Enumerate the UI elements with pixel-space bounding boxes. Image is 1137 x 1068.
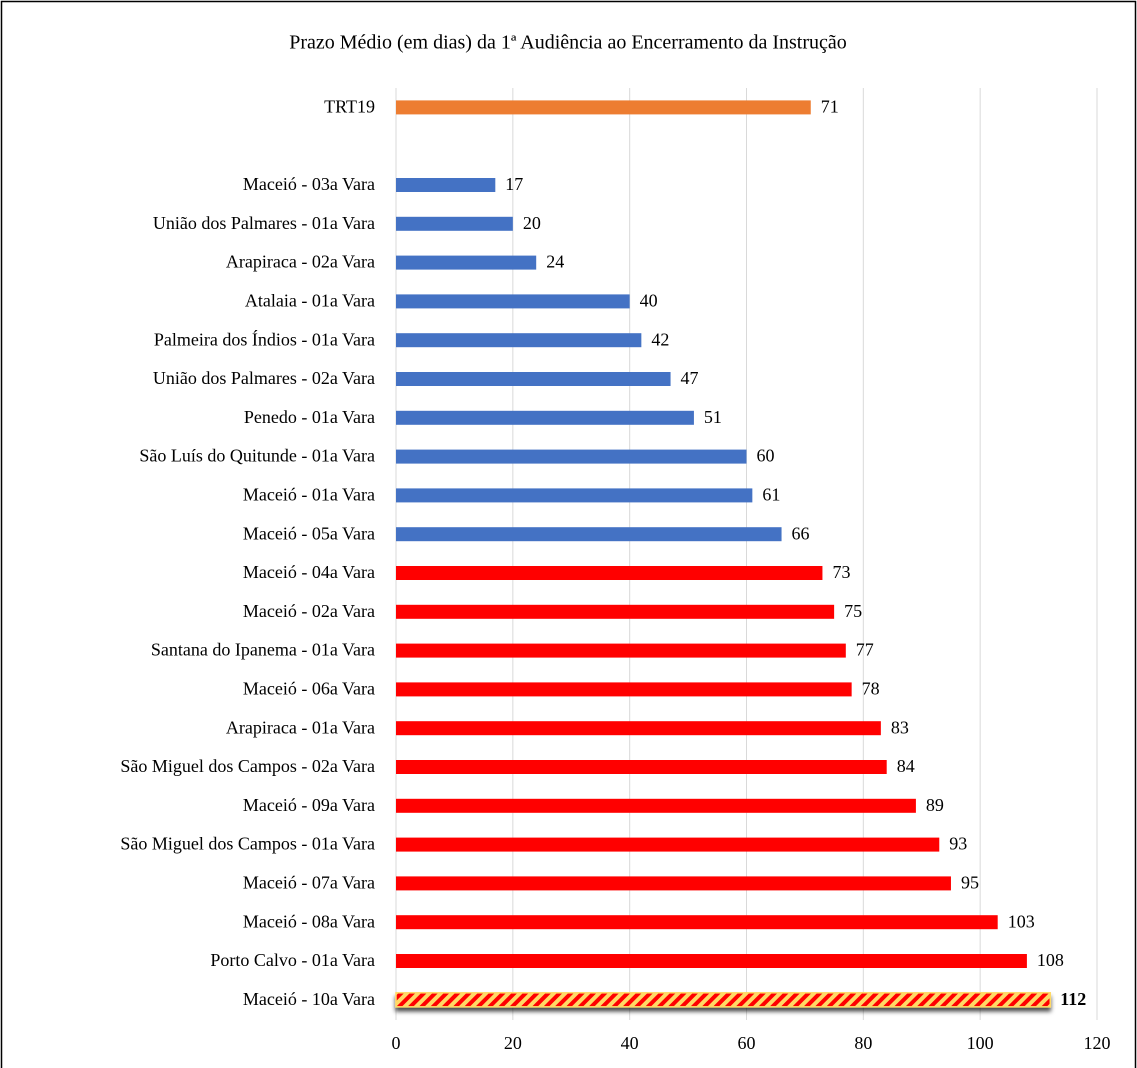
value-label: 66 [792, 523, 810, 543]
value-label: 77 [856, 640, 874, 660]
bar [396, 410, 694, 425]
bar [396, 527, 782, 542]
bar [396, 449, 747, 464]
y-tick-label: Arapiraca - 02a Vara [226, 252, 375, 272]
bar [396, 604, 835, 619]
bar [396, 100, 811, 115]
bar [396, 954, 1027, 968]
y-tick-label: Porto Calvo - 01a Vara [210, 950, 375, 970]
bar [396, 760, 887, 774]
bar [396, 721, 881, 736]
value-label: 42 [651, 329, 669, 349]
value-label: 47 [681, 368, 699, 388]
value-label: 95 [961, 873, 979, 893]
value-label: 40 [640, 291, 658, 311]
bar [396, 837, 940, 852]
y-tick-label: Palmeira dos Índios - 01a Vara [154, 328, 375, 349]
value-label: 24 [546, 252, 564, 272]
value-label: 71 [821, 97, 839, 117]
bar [396, 216, 513, 231]
y-tick-label: Penedo - 01a Vara [244, 407, 375, 427]
x-tick-label: 60 [738, 1033, 756, 1053]
y-tick-label: São Luís do Quitunde - 01a Vara [139, 446, 375, 466]
value-label: 73 [832, 562, 850, 582]
value-label: 84 [897, 756, 915, 776]
value-label: 78 [862, 679, 880, 699]
bar [396, 255, 537, 270]
x-tick-label: 100 [967, 1033, 994, 1053]
bar [396, 178, 496, 192]
value-label: 103 [1008, 911, 1035, 931]
x-tick-label: 80 [854, 1033, 872, 1053]
y-tick-label: Maceió - 06a Vara [243, 679, 375, 699]
x-tick-label: 20 [504, 1033, 522, 1053]
y-tick-label: São Miguel dos Campos - 02a Vara [120, 756, 375, 776]
value-label: 61 [762, 485, 780, 505]
value-label: 108 [1037, 950, 1064, 970]
x-tick-label: 0 [392, 1033, 401, 1053]
value-label: 51 [704, 407, 722, 427]
value-label: 83 [891, 717, 909, 737]
bar [396, 915, 998, 930]
bar [396, 372, 671, 386]
y-tick-label: Maceió - 05a Vara [243, 523, 375, 543]
value-label: 112 [1060, 989, 1086, 1009]
bar [396, 333, 642, 348]
value-label: 20 [523, 213, 541, 233]
bar [396, 488, 753, 503]
y-tick-label: Maceió - 08a Vara [243, 911, 375, 931]
y-tick-label: Maceió - 03a Vara [243, 174, 375, 194]
y-tick-label: Maceió - 09a Vara [243, 795, 375, 815]
value-label: 75 [844, 601, 862, 621]
y-tick-label: Maceió - 10a Vara [243, 989, 375, 1009]
bar [396, 294, 630, 309]
bar [396, 876, 951, 891]
bar [395, 992, 1052, 1008]
bar [396, 566, 823, 580]
y-tick-label: Atalaia - 01a Vara [245, 291, 375, 311]
bar [396, 682, 852, 697]
chart-title: Prazo Médio (em dias) da 1ª Audiência ao… [289, 32, 847, 54]
value-label: 17 [505, 174, 523, 194]
y-tick-label: São Miguel dos Campos - 01a Vara [120, 834, 375, 854]
y-tick-label: Santana do Ipanema - 01a Vara [151, 640, 375, 660]
y-tick-label: Maceió - 07a Vara [243, 873, 375, 893]
value-label: 89 [926, 795, 944, 815]
y-tick-label: TRT19 [324, 97, 375, 117]
y-tick-label: Maceió - 02a Vara [243, 601, 375, 621]
y-tick-label: Arapiraca - 01a Vara [226, 717, 375, 737]
value-label: 93 [949, 834, 967, 854]
y-tick-label: União dos Palmares - 02a Vara [153, 368, 375, 388]
value-label: 60 [757, 446, 775, 466]
bar [396, 643, 846, 658]
y-tick-label: Maceió - 04a Vara [243, 562, 375, 582]
y-tick-label: Maceió - 01a Vara [243, 485, 375, 505]
x-tick-label: 120 [1084, 1033, 1111, 1053]
x-tick-label: 40 [621, 1033, 639, 1053]
bar [396, 798, 916, 813]
y-tick-label: União dos Palmares - 01a Vara [153, 213, 375, 233]
